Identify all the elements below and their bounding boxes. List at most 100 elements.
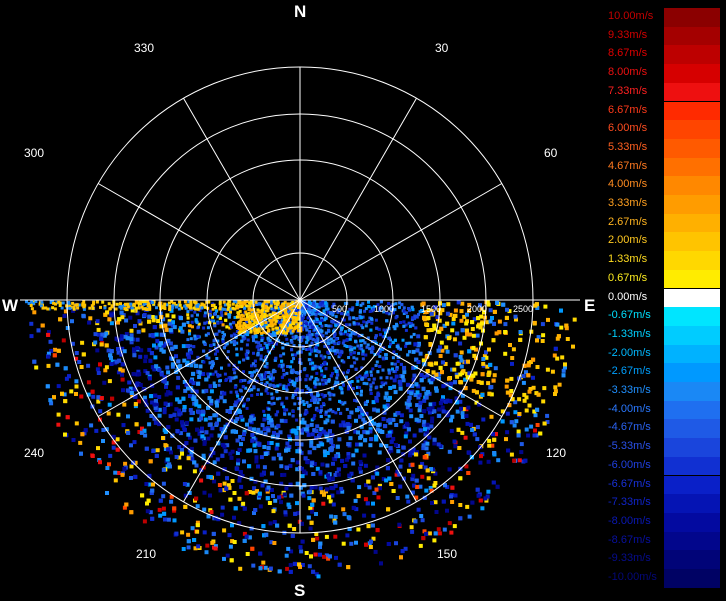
legend-label: -6.00m/s: [608, 458, 651, 471]
legend-row: -8.67m/s: [604, 531, 726, 551]
range-labels: 500 1000 1500 2000 2500: [332, 304, 533, 314]
legend-swatch: [664, 494, 720, 513]
legend-row: 8.67m/s: [604, 45, 726, 65]
legend-swatch: [664, 176, 720, 195]
legend-swatch: [664, 45, 720, 65]
range-label-2000: 2000: [467, 304, 487, 314]
range-label-1500: 1500: [421, 304, 441, 314]
bearing-210: 210: [136, 547, 157, 561]
legend-row: 9.33m/s: [604, 26, 726, 46]
legend-label: -7.33m/s: [608, 496, 651, 509]
compass-south: S: [294, 581, 306, 600]
legend-row: 6.67m/s: [604, 101, 726, 121]
legend-row: -4.00m/s: [604, 400, 726, 420]
legend-row: -4.67m/s: [604, 419, 726, 439]
legend-swatch: [664, 569, 720, 588]
legend-swatch: [664, 288, 720, 308]
legend-swatch: [664, 269, 720, 289]
legend-label: 4.67m/s: [608, 159, 648, 172]
legend-label: -4.00m/s: [608, 402, 651, 415]
legend-label: -4.67m/s: [608, 421, 651, 434]
legend-row: 2.67m/s: [604, 213, 726, 233]
legend-swatch: [664, 232, 720, 252]
legend-label: 2.00m/s: [608, 234, 648, 247]
legend-row: -7.33m/s: [604, 494, 726, 513]
legend-swatch: [664, 64, 720, 83]
bearing-300: 300: [24, 146, 45, 160]
legend-swatch: [664, 138, 720, 158]
range-label-500: 500: [332, 304, 347, 314]
legend-label: -0.67m/s: [608, 309, 651, 322]
legend-row: -9.33m/s: [604, 550, 726, 569]
legend-swatch: [664, 438, 720, 457]
legend-row: 2.00m/s: [604, 232, 726, 252]
legend-row: 4.67m/s: [604, 157, 726, 177]
bearing-150: 150: [437, 547, 458, 561]
legend-row: -5.33m/s: [604, 438, 726, 457]
legend-swatch: [664, 195, 720, 214]
bearing-240: 240: [24, 446, 45, 460]
legend-row: 10.00m/s: [604, 8, 726, 27]
range-label-2500: 2500: [513, 304, 533, 314]
legend-row: -6.67m/s: [604, 475, 726, 495]
bearing-330: 330: [134, 41, 155, 55]
legend-swatch: [664, 82, 720, 102]
radar-display: 500 1000 1500 2000 2500: [20, 66, 580, 579]
legend-swatch: [664, 456, 720, 476]
legend-row: 8.00m/s: [604, 64, 726, 83]
legend-label: -1.33m/s: [608, 327, 651, 340]
legend-row: -8.00m/s: [604, 512, 726, 532]
legend-swatch: [664, 550, 720, 569]
legend-label: -2.67m/s: [608, 365, 651, 378]
legend-row: -1.33m/s: [604, 325, 726, 345]
legend-label: -8.67m/s: [608, 533, 651, 546]
legend-swatch: [664, 157, 720, 177]
legend-row: -2.67m/s: [604, 363, 726, 382]
bearing-60: 60: [544, 146, 558, 160]
legend-row: -10.00m/s: [604, 569, 726, 588]
legend-label: 5.33m/s: [608, 140, 648, 153]
legend-label: 4.00m/s: [608, 178, 648, 191]
legend-row: 5.33m/s: [604, 138, 726, 158]
legend-swatch: [664, 101, 720, 121]
legend-row: -2.00m/s: [604, 344, 726, 364]
legend-row: 1.33m/s: [604, 251, 726, 270]
legend-row: 0.00m/s: [604, 288, 726, 308]
legend-label: 0.67m/s: [608, 271, 648, 284]
legend-label: 7.33m/s: [608, 84, 648, 97]
legend-swatch: [664, 325, 720, 345]
legend-label: -9.33m/s: [608, 552, 651, 565]
compass-west: W: [2, 296, 19, 315]
legend-swatch: [664, 531, 720, 551]
legend-label: 8.00m/s: [608, 66, 648, 79]
legend-row: -6.00m/s: [604, 456, 726, 476]
legend-swatch: [664, 213, 720, 233]
legend-label: -10.00m/s: [608, 571, 657, 583]
legend-label: -5.33m/s: [608, 440, 651, 453]
legend-label: 3.33m/s: [608, 197, 648, 209]
legend-swatch: [664, 251, 720, 270]
legend-swatch: [664, 382, 720, 401]
bearing-30: 30: [435, 41, 449, 55]
legend-label: 0.00m/s: [608, 290, 648, 303]
legend-swatch: [664, 363, 720, 382]
velocity-legend: 10.00m/s 9.33m/s 8.67m/s 8.00m/s 7.33m/s 6.67…: [604, 8, 726, 592]
legend-row: 6.00m/s: [604, 120, 726, 139]
legend-swatch: [664, 512, 720, 532]
bearing-120: 120: [546, 446, 567, 460]
bearing-spokes: [20, 67, 580, 533]
legend-row: -3.33m/s: [604, 382, 726, 401]
legend-label: 6.67m/s: [608, 103, 648, 116]
compass-east: E: [584, 296, 596, 315]
legend-swatch: [664, 26, 720, 46]
legend-label: -3.33m/s: [608, 384, 651, 396]
legend-row: 0.67m/s: [604, 269, 726, 289]
legend-label: 9.33m/s: [608, 28, 648, 41]
compass-north: N: [294, 2, 307, 21]
legend-swatch: [664, 344, 720, 364]
range-label-1000: 1000: [374, 304, 394, 314]
legend-swatch: [664, 475, 720, 495]
legend-row: 3.33m/s: [604, 195, 726, 214]
legend-label: 1.33m/s: [608, 253, 648, 266]
legend-label: -2.00m/s: [608, 346, 651, 359]
